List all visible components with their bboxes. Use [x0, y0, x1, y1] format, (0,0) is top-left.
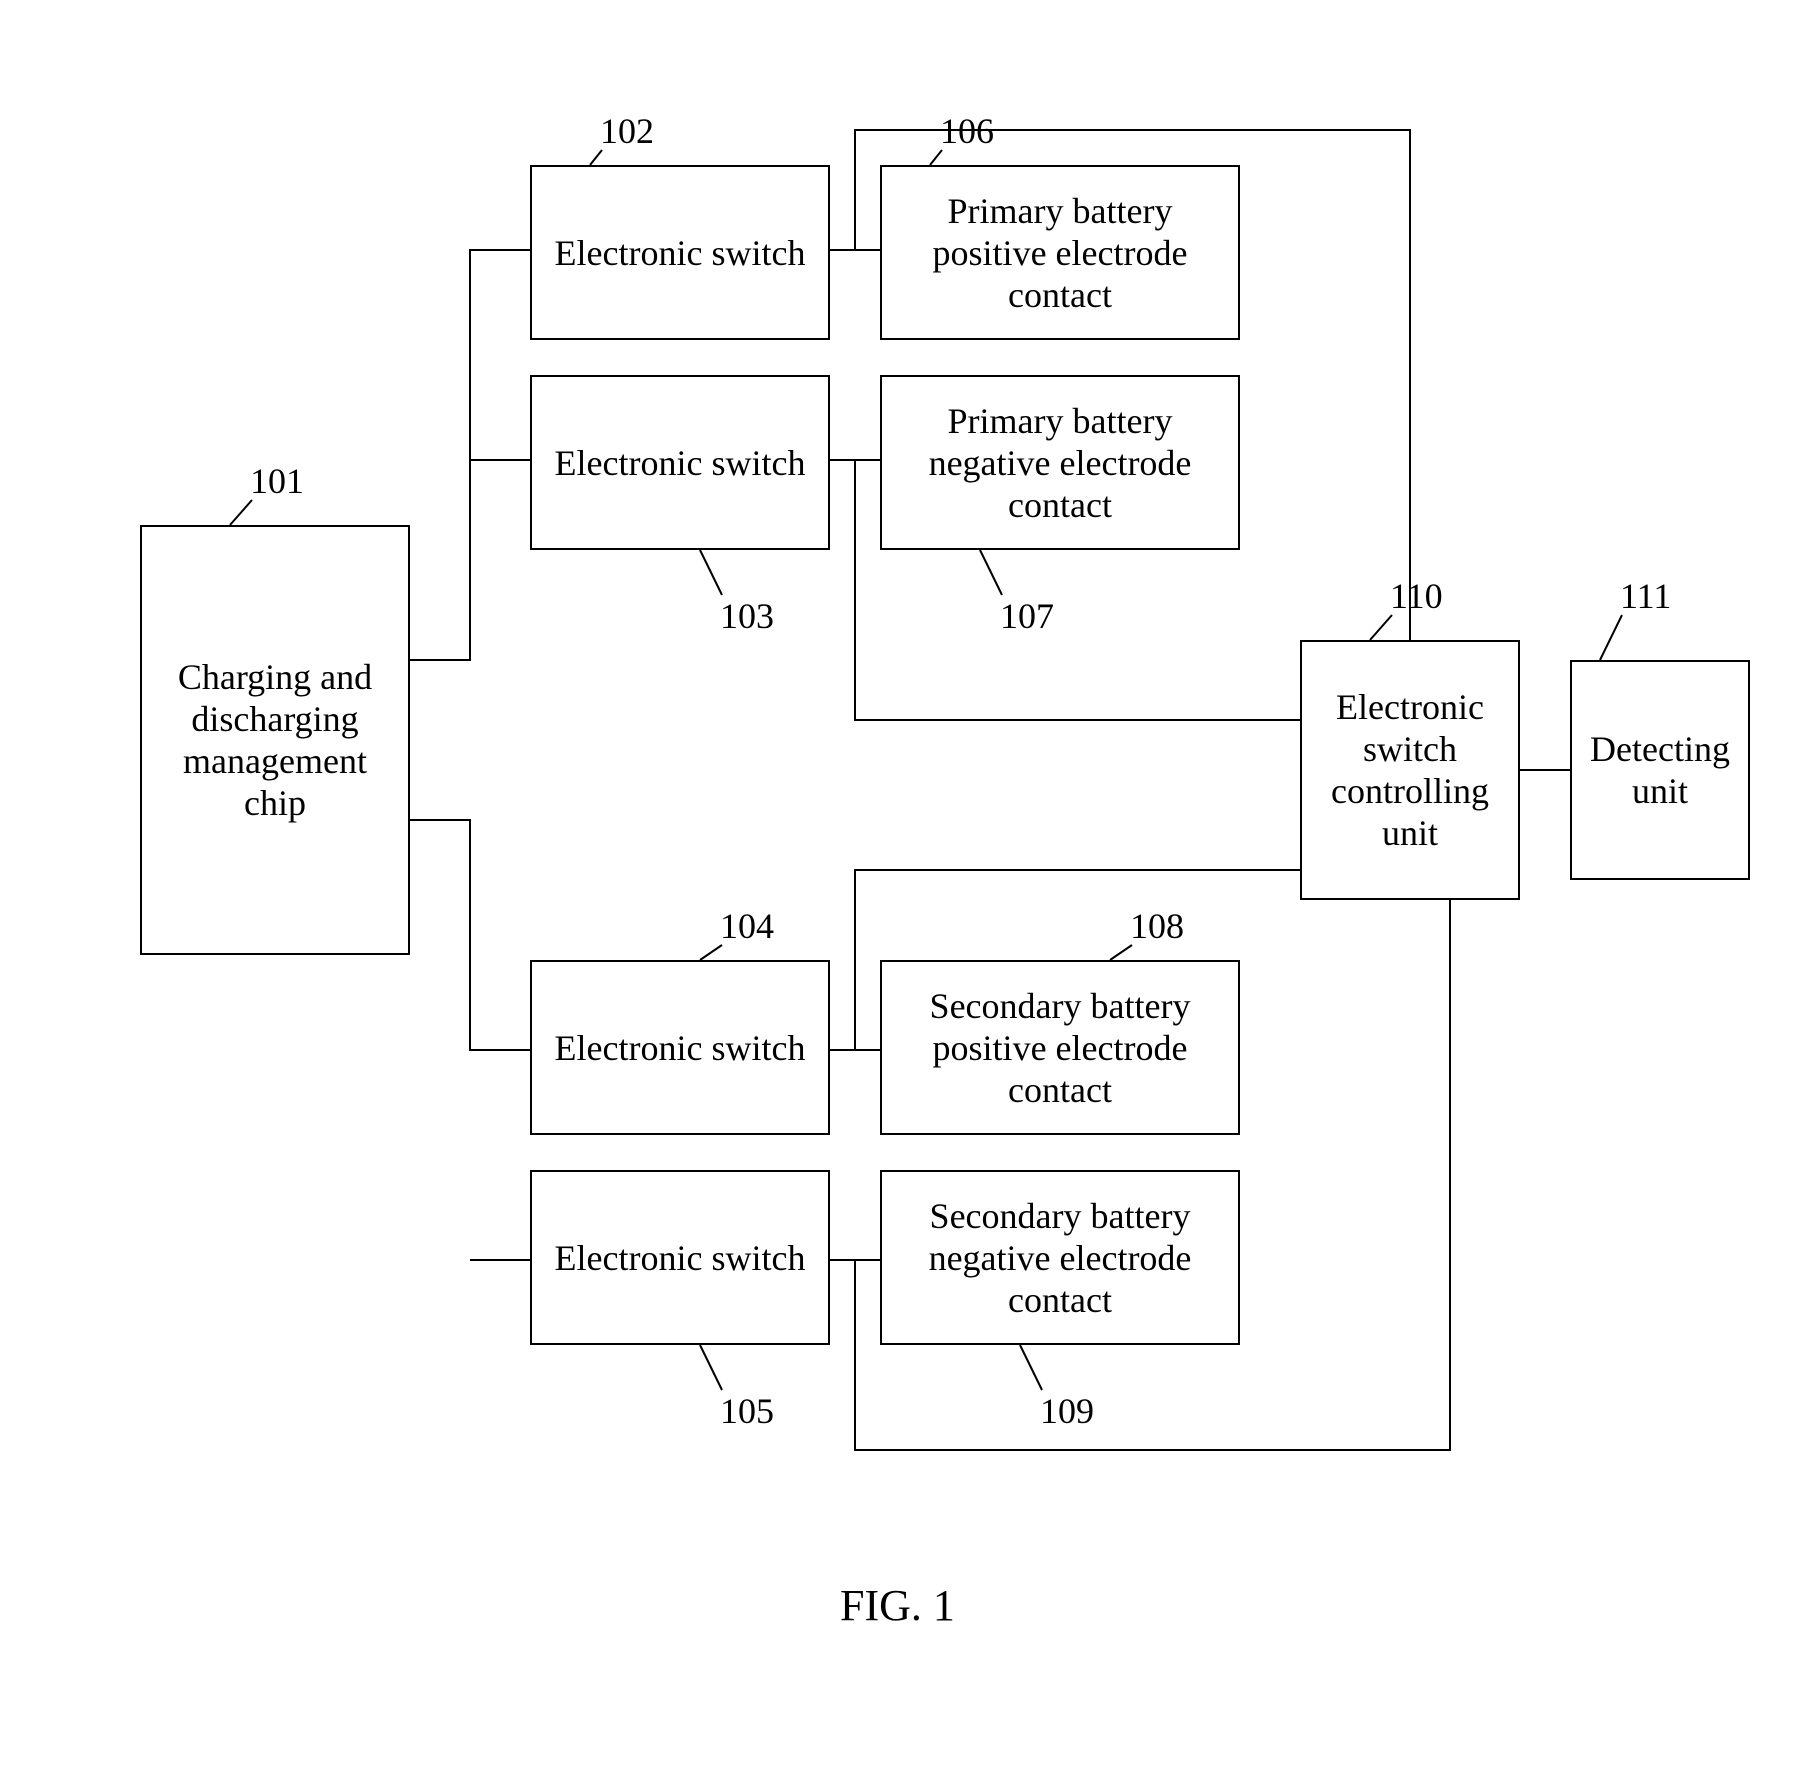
ref-label-105: 105: [720, 1390, 774, 1432]
block-108: Secondary battery positive electrode con…: [880, 960, 1240, 1135]
block-111: Detecting unit: [1570, 660, 1750, 880]
block-102: Electronic switch: [530, 165, 830, 340]
ref-label-111: 111: [1620, 575, 1671, 617]
block-105: Electronic switch: [530, 1170, 830, 1345]
wire-0: [410, 250, 530, 660]
block-109: Secondary battery negative electrode con…: [880, 1170, 1240, 1345]
ref-label-109: 109: [1040, 1390, 1094, 1432]
ref-label-108: 108: [1130, 905, 1184, 947]
ref-label-110: 110: [1390, 575, 1443, 617]
block-107: Primary battery negative electrode conta…: [880, 375, 1240, 550]
block-103: Electronic switch: [530, 375, 830, 550]
ref-label-101: 101: [250, 460, 304, 502]
ref-label-103: 103: [720, 595, 774, 637]
ref-label-107: 107: [1000, 595, 1054, 637]
block-110: Electronic switch controlling unit: [1300, 640, 1520, 900]
wire-2: [410, 820, 530, 1050]
ref-label-106: 106: [940, 110, 994, 152]
ref-label-102: 102: [600, 110, 654, 152]
block-104: Electronic switch: [530, 960, 830, 1135]
block-106: Primary battery positive electrode conta…: [880, 165, 1240, 340]
ref-label-104: 104: [720, 905, 774, 947]
figure-caption: FIG. 1: [840, 1580, 955, 1631]
block-101: Charging and discharging management chip: [140, 525, 410, 955]
